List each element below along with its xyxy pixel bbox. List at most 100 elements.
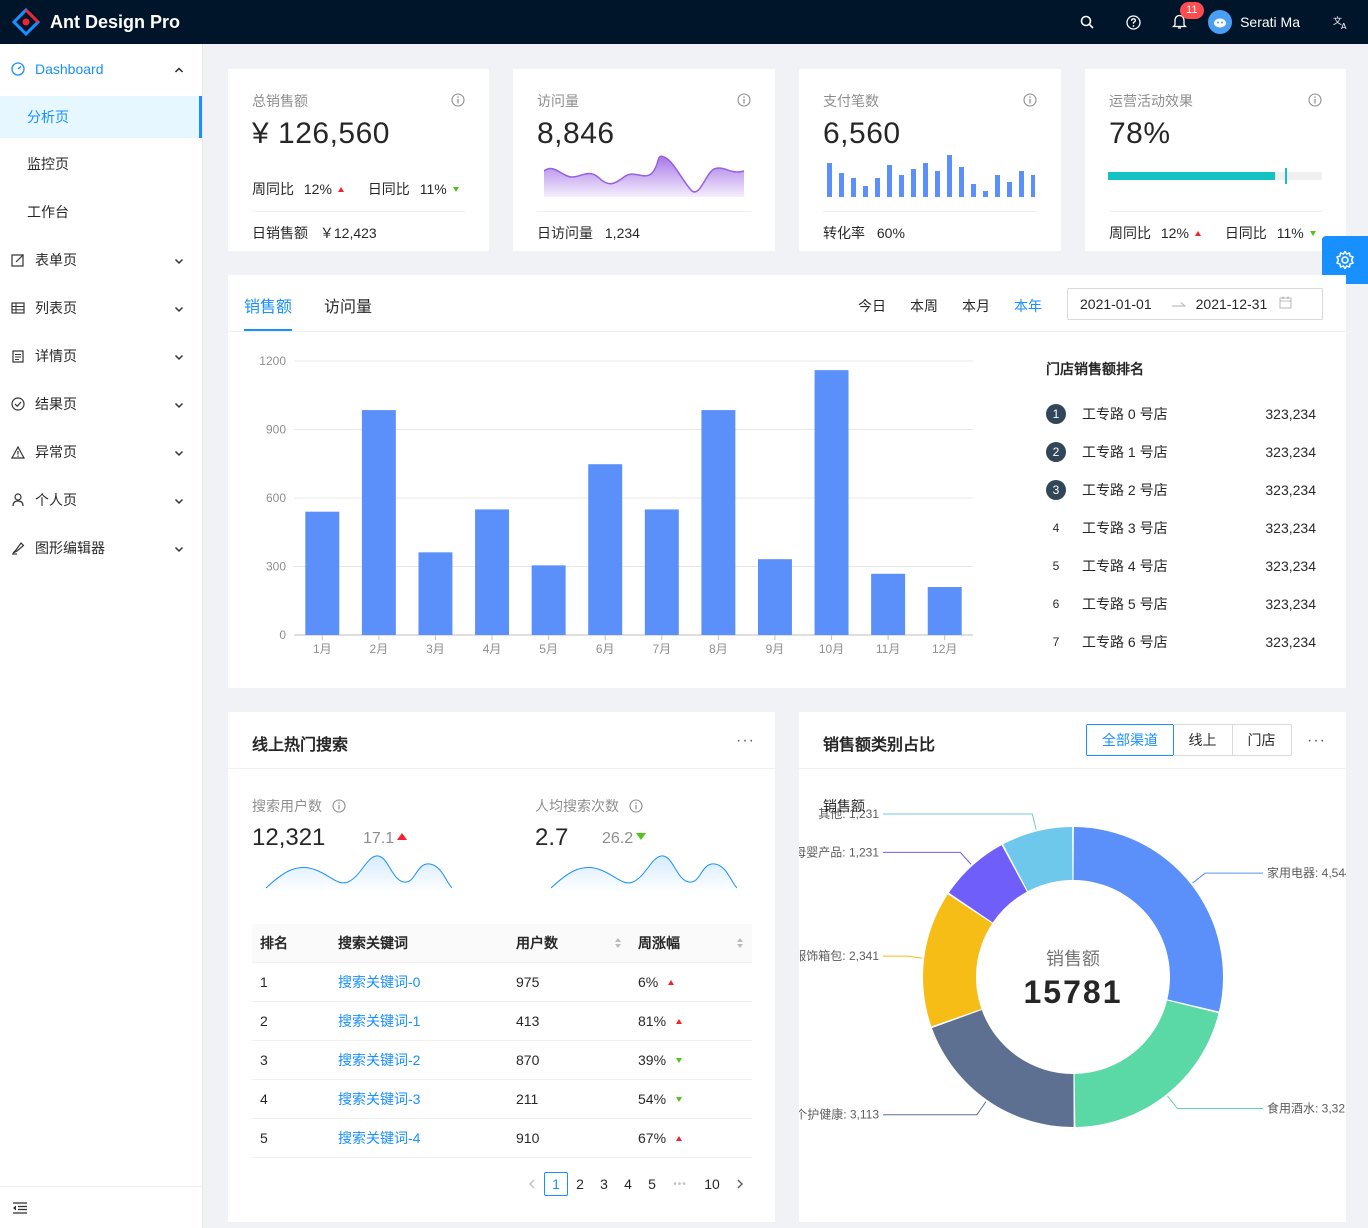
x-tick-label: 9月 (766, 642, 785, 656)
donut-center-value: 15781 (1024, 974, 1123, 1010)
bar[interactable] (814, 370, 849, 635)
list-item: 3 工专路 2 号店 323,234 (1046, 480, 1316, 500)
store-name: 工专路 1 号店 (1082, 444, 1168, 460)
info-icon[interactable] (737, 93, 751, 110)
info-icon[interactable] (451, 93, 465, 110)
stat-footer: 日访问量 1,234 (537, 211, 751, 243)
bar[interactable] (757, 559, 792, 635)
store-name: 工专路 3 号店 (1082, 520, 1168, 536)
pie-slice[interactable] (1003, 827, 1073, 892)
prev-page-icon[interactable] (520, 1172, 544, 1196)
x-tick-label: 7月 (652, 642, 671, 656)
sidebar-item-workplace[interactable]: 工作台 (0, 192, 202, 232)
help-icon[interactable] (1110, 0, 1156, 44)
page-4[interactable]: 4 (624, 1176, 632, 1192)
stat-card-visits: 访问量 8,846 日访问量 1,234 (513, 69, 775, 251)
keyword-link[interactable]: 搜索关键词-1 (338, 1012, 421, 1029)
bar[interactable] (361, 410, 396, 635)
collapse-sidebar-button[interactable] (0, 1186, 202, 1228)
sidebar-item-dashboard[interactable]: Dashboard (0, 49, 202, 89)
bar[interactable] (644, 509, 679, 635)
sidebar-item-result[interactable]: 结果页 (0, 384, 202, 424)
sales-card: 销售额 访问量 今日 本周 本月 本年 2021-01-01 2021-12-3… (228, 275, 1346, 688)
info-icon[interactable] (1308, 93, 1322, 110)
segment-store[interactable]: 门店 (1232, 724, 1292, 756)
card-title: 线上热门搜索 (252, 737, 349, 754)
rank-number: 7 (1052, 635, 1060, 649)
sidebar-item-list[interactable]: 列表页 (0, 288, 202, 328)
tab-sales[interactable]: 销售额 (244, 299, 293, 316)
page-1[interactable]: 1 (544, 1172, 568, 1196)
footer-value: 1,234 (604, 225, 640, 241)
keyword-link[interactable]: 搜索关键词-3 (338, 1090, 421, 1107)
chevron-down-icon (174, 541, 184, 557)
pie-slice[interactable] (948, 845, 1027, 923)
sidebar-item-analysis[interactable]: 分析页 (0, 96, 202, 138)
pie-slice[interactable] (923, 894, 993, 1027)
info-icon[interactable] (629, 799, 643, 813)
chart-title: 销售额 (823, 798, 865, 814)
page-5[interactable]: 5 (648, 1176, 656, 1192)
next-page-icon[interactable] (728, 1172, 752, 1196)
trend-value: 12% (1160, 225, 1189, 241)
column-header-range[interactable]: 周涨幅 (630, 924, 752, 963)
bar[interactable] (871, 573, 906, 635)
search-users-sparkline (266, 855, 452, 892)
pie-slice[interactable] (1073, 827, 1223, 1012)
page-3[interactable]: 3 (600, 1176, 608, 1192)
chevron-down-icon (174, 301, 184, 317)
notification-bell-icon[interactable]: 11 (1156, 0, 1204, 44)
store-value: 323,234 (1265, 558, 1316, 574)
bar[interactable] (531, 565, 566, 635)
bar[interactable] (418, 552, 453, 635)
x-tick-label: 10月 (819, 642, 844, 656)
bar[interactable] (305, 511, 340, 635)
search-users-value: 12,321 (252, 824, 326, 851)
range-month[interactable]: 本月 (962, 298, 990, 314)
progress-target-marker (1284, 168, 1287, 184)
pie-slice[interactable] (931, 1010, 1074, 1127)
sales-tabs: 销售额 访问量 今日 本周 本月 本年 2021-01-01 2021-12-3… (228, 275, 1346, 332)
store-value: 323,234 (1265, 444, 1316, 460)
sidebar-item-profile[interactable]: 详情页 (0, 336, 202, 376)
tab-visits[interactable]: 访问量 (324, 299, 373, 316)
sidebar-item-monitor[interactable]: 监控页 (0, 144, 202, 184)
sidebar-item-account[interactable]: 个人页 (0, 480, 202, 520)
range-week[interactable]: 本周 (910, 298, 938, 314)
keyword-link[interactable]: 搜索关键词-4 (338, 1129, 421, 1146)
logo[interactable]: Ant Design Pro (12, 8, 180, 36)
keyword-link[interactable]: 搜索关键词-2 (338, 1051, 421, 1068)
sidebar-item-exception[interactable]: 异常页 (0, 432, 202, 472)
bar[interactable] (701, 410, 736, 635)
sidebar-item-editor[interactable]: 图形编辑器 (0, 528, 202, 568)
range-year[interactable]: 本年 (1014, 298, 1042, 314)
per-search-change: 26.2 (602, 830, 647, 848)
chevron-down-icon (174, 493, 184, 509)
info-icon[interactable] (332, 799, 346, 813)
more-icon[interactable]: ··· (1307, 732, 1326, 749)
page-10[interactable]: 10 (704, 1176, 720, 1192)
sidebar-item-form[interactable]: 表单页 (0, 240, 202, 280)
table-row: 2 搜索关键词-1 413 81% (252, 1001, 752, 1041)
page-2[interactable]: 2 (576, 1176, 584, 1192)
segment-all-channels[interactable]: 全部渠道 (1086, 724, 1174, 756)
rank-number: 3 (1046, 480, 1066, 500)
more-icon[interactable]: ··· (736, 732, 755, 749)
table-row: 4 搜索关键词-3 211 54% (252, 1079, 752, 1119)
search-icon[interactable] (1064, 0, 1110, 44)
store-value: 323,234 (1265, 406, 1316, 422)
segment-online[interactable]: 线上 (1173, 724, 1233, 756)
page-ellipsis[interactable]: ••• (673, 1178, 687, 1190)
bar[interactable] (588, 464, 623, 635)
date-range-picker[interactable]: 2021-01-01 2021-12-31 (1067, 288, 1323, 320)
range-today[interactable]: 今日 (858, 298, 886, 314)
info-icon[interactable] (1023, 93, 1037, 110)
bar[interactable] (927, 587, 962, 635)
keyword-link[interactable]: 搜索关键词-0 (338, 973, 421, 990)
pie-slice[interactable] (1074, 1000, 1219, 1127)
user-menu[interactable]: Serati Ma (1208, 10, 1300, 34)
column-header-count[interactable]: 用户数 (508, 924, 630, 963)
bar[interactable] (475, 509, 510, 635)
table-icon (11, 301, 25, 315)
